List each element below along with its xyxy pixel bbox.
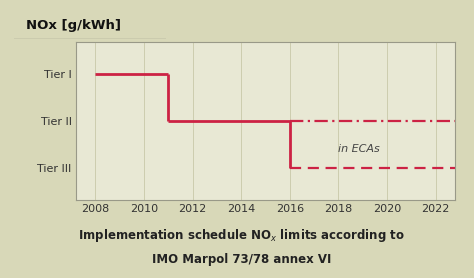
Text: IMO Marpol 73/78 annex VI: IMO Marpol 73/78 annex VI <box>152 254 331 266</box>
Text: NOx [g/kWh]: NOx [g/kWh] <box>27 19 121 32</box>
Text: in ECAs: in ECAs <box>338 145 380 155</box>
Text: Implementation schedule NO$_x$ limits according to: Implementation schedule NO$_x$ limits ac… <box>78 227 405 244</box>
